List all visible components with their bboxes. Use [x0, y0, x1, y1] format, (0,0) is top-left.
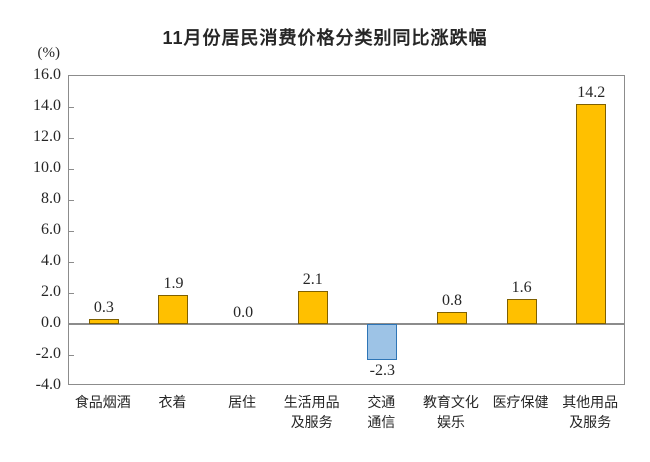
bar-value-label: 1.9 [163, 274, 184, 292]
bar-教育文化娱乐 [436, 311, 467, 324]
bar-value-label: 0.0 [233, 304, 254, 321]
y-tick-mark [69, 324, 74, 325]
y-tick-label: -2.0 [35, 345, 61, 362]
y-tick-label: 16.0 [33, 66, 61, 83]
plot-area: 0.3 1.9 0.0 2.1 -2.3 0.8 1.6 14.2 [68, 75, 625, 385]
x-axis-label: 居住 [228, 394, 257, 410]
y-tick-label: 2.0 [41, 283, 61, 300]
y-tick-label: 4.0 [41, 252, 61, 269]
y-tick-mark [69, 262, 74, 263]
y-tick-label: 8.0 [41, 190, 61, 207]
y-tick-mark [69, 107, 74, 108]
y-tick-mark [69, 293, 74, 294]
y-tick-mark [69, 200, 74, 201]
y-tick-label: 14.0 [33, 97, 61, 114]
bar-衣着 [158, 294, 189, 324]
bar-食品烟酒 [88, 319, 119, 324]
bar-value-label: 2.1 [302, 271, 323, 289]
x-axis-label: 生活用品 及服务 [283, 394, 340, 430]
bar-value-label: -2.3 [369, 361, 395, 379]
bar-医疗保健 [506, 299, 537, 324]
bar-其他用品及服务 [576, 103, 607, 324]
x-axis-label: 交通 通信 [367, 394, 396, 430]
bar-value-label: 1.6 [511, 279, 532, 297]
x-axis-label: 食品烟酒 [74, 394, 131, 410]
y-tick-mark [69, 231, 74, 232]
y-tick-label: 12.0 [33, 128, 61, 145]
bar-value-label: 14.2 [577, 83, 606, 101]
y-tick-mark [69, 169, 74, 170]
chart-title: 11月份居民消费价格分类别同比涨跌幅 [162, 28, 488, 48]
x-axis-label: 医疗保健 [492, 394, 549, 410]
bar-交通通信 [367, 324, 398, 360]
bar-value-label: 0.3 [93, 299, 114, 317]
zero-axis-line [69, 323, 624, 325]
y-tick-label: -4.0 [35, 376, 61, 393]
y-axis-unit-label: (%) [37, 45, 61, 61]
x-axis-label: 教育文化 娱乐 [422, 394, 479, 430]
y-tick-label: 0.0 [41, 314, 61, 331]
y-tick-label: 10.0 [33, 159, 61, 176]
bar-value-label: 0.8 [441, 291, 462, 309]
y-tick-mark [69, 138, 74, 139]
x-axis-label: 衣着 [158, 394, 187, 410]
y-tick-label: 6.0 [41, 221, 61, 238]
y-tick-mark [69, 355, 74, 356]
x-axis-label: 其他用品 及服务 [562, 394, 619, 430]
bar-生活用品及服务 [297, 291, 328, 324]
